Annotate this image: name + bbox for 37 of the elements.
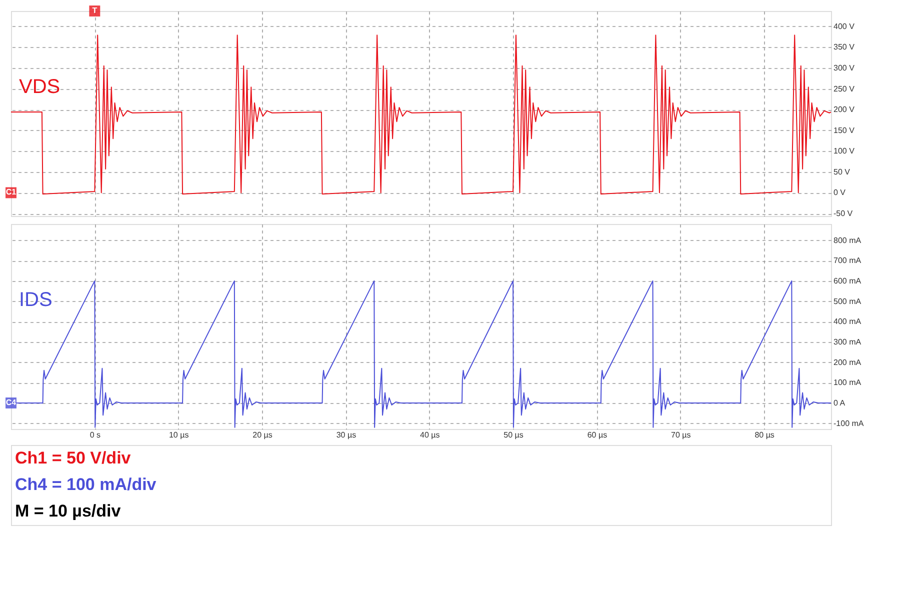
y-tick-label: 0 V — [834, 188, 846, 198]
y-tick-label: 50 V — [834, 167, 851, 176]
x-tick-label: 10 µs — [168, 430, 189, 440]
y-tick-label: 250 V — [834, 84, 856, 94]
y-tick-label: 100 V — [834, 146, 856, 156]
series-label: IDS — [19, 288, 52, 311]
text: M = 10 µs/div — [15, 502, 122, 521]
y-tick-label: 300 V — [834, 63, 856, 72]
x-tick-label: 0 s — [90, 430, 101, 440]
annotation: C1 — [6, 188, 17, 197]
text: Ch1 = 50 V/div — [15, 448, 132, 468]
y-tick-label: 200 V — [834, 105, 856, 114]
x-tick-label: 70 µs — [671, 430, 691, 440]
x-tick-label: 60 µs — [587, 430, 608, 440]
annotation: T — [92, 6, 98, 15]
y-tick-label: 700 mA — [834, 256, 862, 266]
y-tick-label: 600 mA — [834, 276, 862, 286]
y-tick-label: 300 mA — [834, 337, 862, 346]
y-tick-label: -50 V — [834, 209, 854, 218]
annotation: C4 — [6, 398, 17, 407]
y-tick-label: 500 mA — [834, 296, 862, 306]
series-label: VDS — [19, 76, 60, 98]
y-tick-label: 150 V — [834, 126, 856, 135]
y-tick-label: -100 mA — [834, 418, 864, 428]
x-tick-label: 30 µs — [336, 430, 356, 440]
x-tick-label: 20 µs — [252, 430, 272, 440]
y-tick-label: 200 mA — [834, 358, 862, 367]
x-tick-label: 80 µs — [754, 430, 774, 440]
y-tick-label: 400 mA — [834, 317, 862, 326]
y-tick-label: 400 V — [834, 22, 856, 31]
y-tick-label: 100 mA — [834, 378, 862, 388]
y-tick-label: 0 A — [834, 398, 846, 408]
y-tick-label: 800 mA — [834, 236, 862, 245]
text: Ch4 = 100 mA/div — [15, 475, 157, 494]
x-tick-label: 50 µs — [504, 430, 524, 440]
y-tick-label: 350 V — [834, 42, 856, 52]
x-tick-label: 40 µs — [420, 430, 440, 440]
